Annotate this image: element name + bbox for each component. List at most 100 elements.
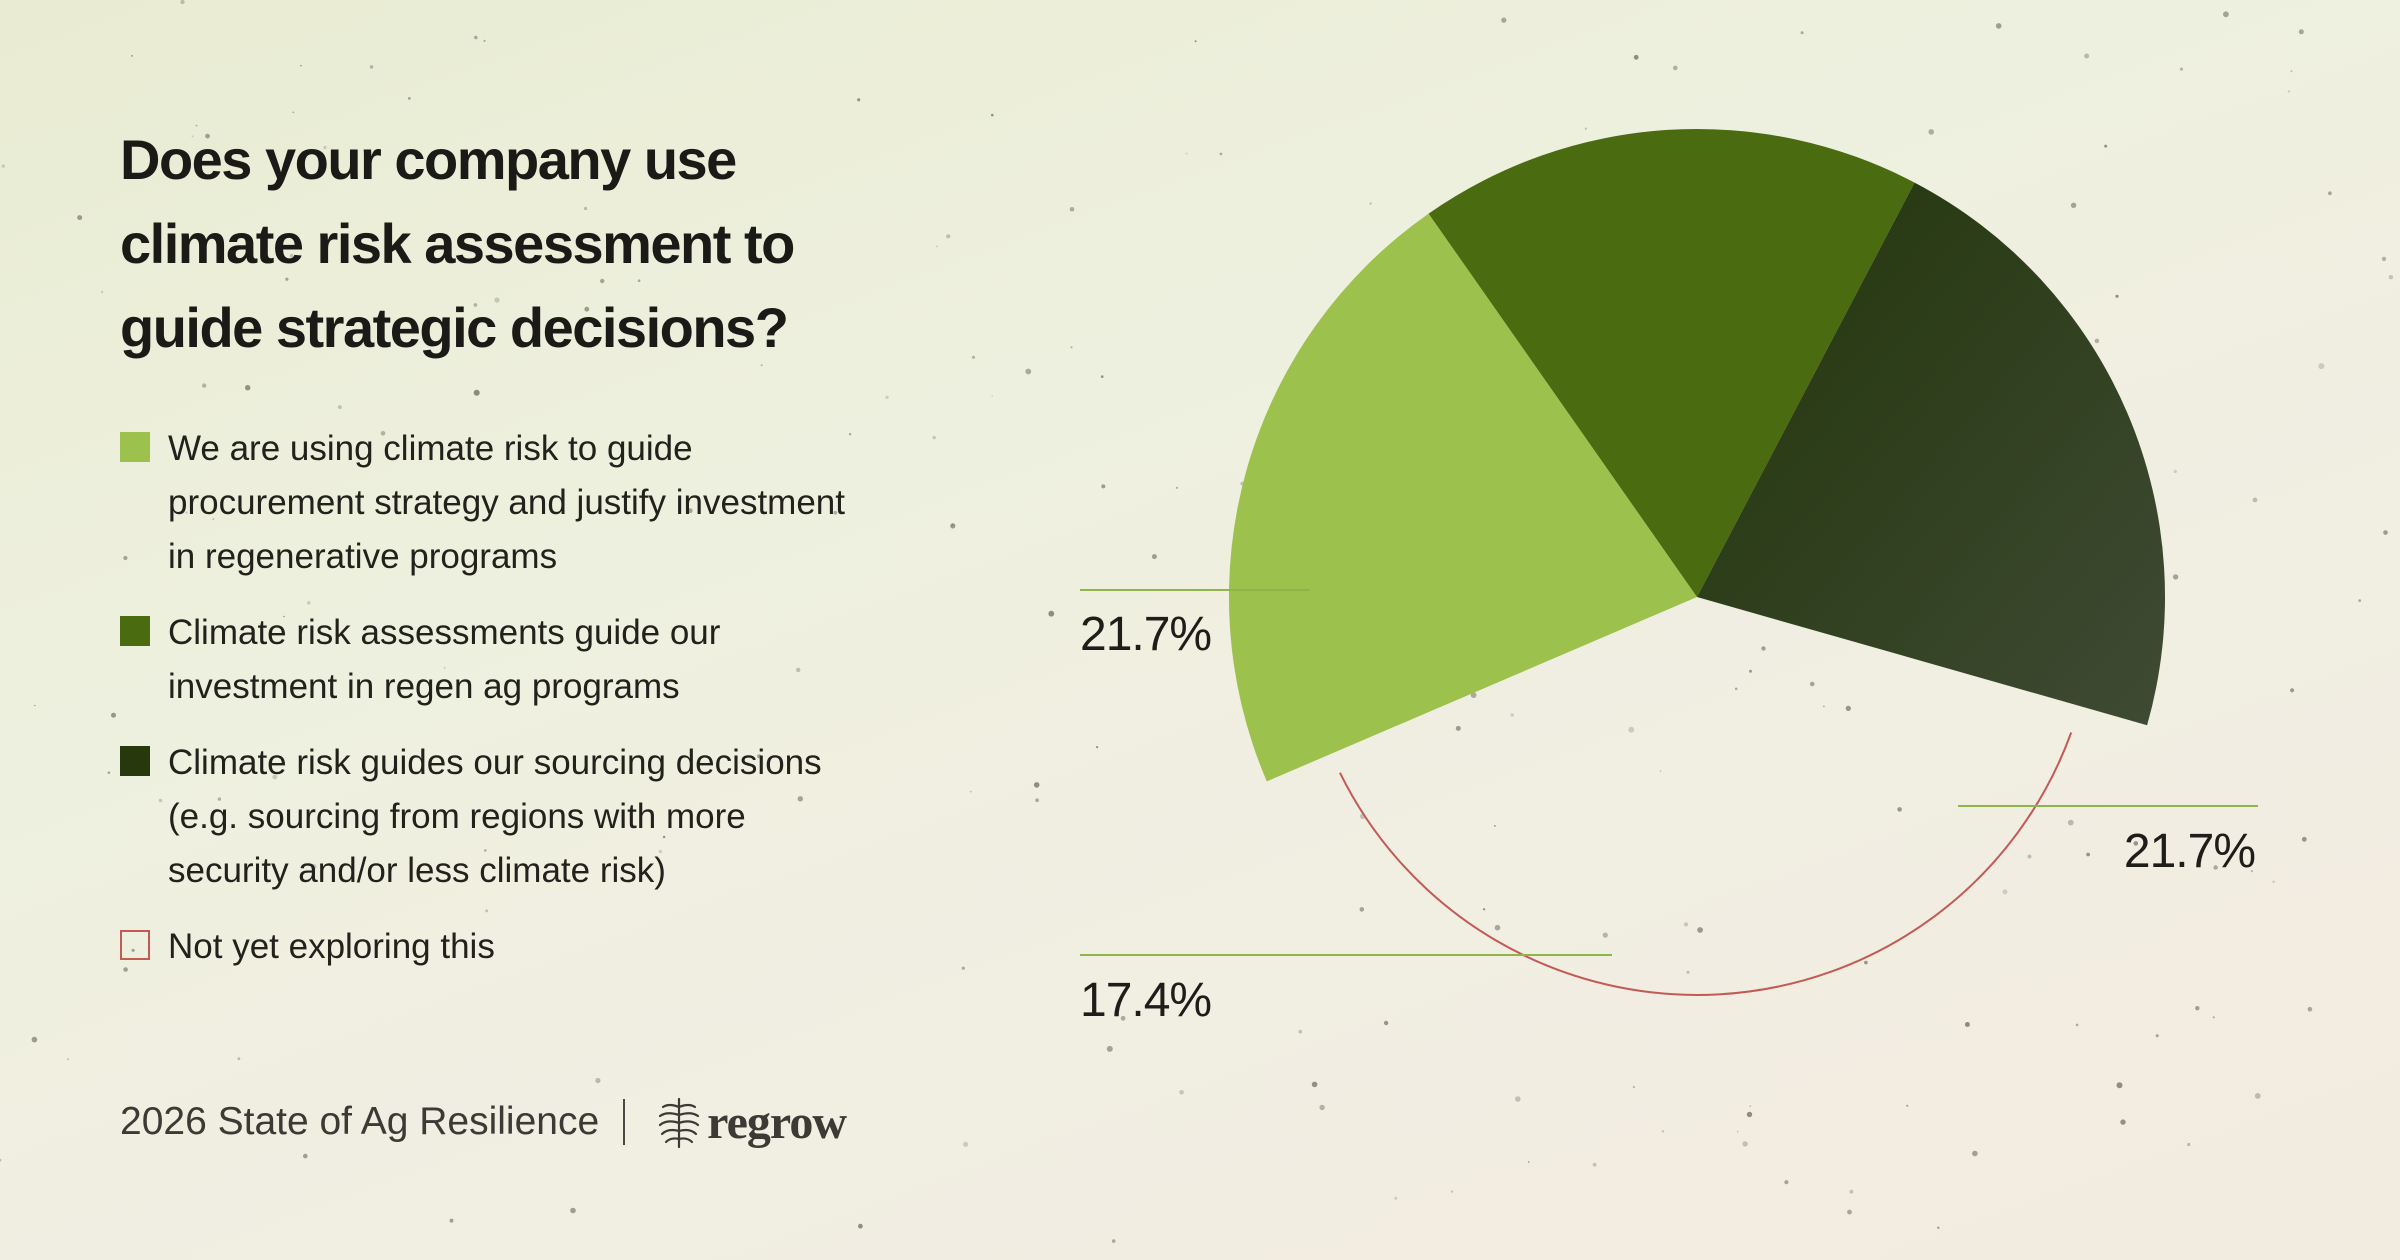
- speckle: [494, 297, 500, 303]
- speckle: [77, 215, 83, 221]
- speckle: [570, 1207, 576, 1214]
- speckle: [950, 523, 956, 529]
- speckle: [969, 790, 972, 793]
- speckle: [323, 145, 327, 150]
- legend-label: Climate risk guides our sourcing decisio…: [168, 743, 822, 890]
- speckle: [584, 206, 588, 211]
- speckle: [1906, 1104, 1909, 1107]
- page-title: Does your company use climate risk asses…: [120, 128, 795, 359]
- speckle: [1823, 705, 1825, 708]
- speckle: [1742, 1141, 1748, 1147]
- speckle: [2070, 202, 2077, 208]
- legend-label: Climate risk assessments guide our inves…: [168, 613, 721, 706]
- speckle: [123, 555, 128, 561]
- speckle: [1800, 31, 1804, 35]
- pie-slice-procurement: [1228, 213, 1697, 782]
- speckle: [1359, 907, 1365, 912]
- speckle: [991, 113, 994, 117]
- legend-item-regen-investment: Climate risk assessments guide our inves…: [120, 606, 880, 714]
- speckle: [2301, 836, 2307, 842]
- speckle: [1383, 1020, 1389, 1026]
- speckle: [1319, 1104, 1325, 1111]
- speckle: [1964, 1022, 1970, 1027]
- report-name: 2026 State of Ag Resilience: [120, 1100, 600, 1143]
- speckle: [2115, 294, 2119, 298]
- speckle: [1784, 1180, 1789, 1185]
- speckle: [1455, 725, 1461, 731]
- speckle: [2002, 889, 2008, 895]
- speckle: [1175, 486, 1179, 489]
- speckle: [205, 133, 210, 139]
- speckle: [932, 435, 936, 440]
- speckle: [1120, 1015, 1126, 1021]
- pie-slice-sourcing: [1697, 182, 2166, 726]
- footer: 2026 State of Ag Resilience regrow: [120, 1090, 847, 1154]
- speckle: [1369, 202, 1372, 205]
- speckle: [2213, 865, 2218, 870]
- speckle: [1697, 927, 1703, 933]
- speckle: [473, 303, 478, 307]
- speckle: [637, 279, 641, 283]
- speckle: [1048, 610, 1055, 617]
- speckle: [857, 98, 861, 102]
- pie-slice-regen-investment: [1428, 128, 1915, 597]
- speckle: [337, 405, 342, 409]
- speckle: [191, 135, 194, 138]
- speckle: [306, 601, 311, 605]
- speckle: [848, 433, 852, 436]
- speckle: [369, 65, 374, 69]
- value-label-sourcing: 21.7%: [2124, 825, 2255, 878]
- speckle: [2133, 841, 2139, 846]
- speckle: [283, 615, 285, 618]
- speckle: [991, 395, 993, 398]
- speckle: [1515, 1096, 1521, 1102]
- speckle: [2290, 70, 2293, 73]
- brand-logo: regrow: [657, 1095, 847, 1150]
- chart-legend: We are using climate risk to guide procu…: [120, 422, 880, 996]
- speckle: [100, 290, 104, 294]
- speckle: [31, 1036, 38, 1043]
- speckle: [202, 383, 207, 388]
- speckle: [1111, 1239, 1116, 1243]
- speckle: [2383, 530, 2388, 535]
- speckle: [1734, 687, 1738, 691]
- speckle: [2328, 191, 2332, 196]
- speckle: [1470, 692, 1477, 698]
- speckle: [2272, 880, 2275, 883]
- speckle: [185, 511, 188, 514]
- speckle: [2179, 67, 2184, 71]
- speckle: [217, 797, 222, 801]
- speckle: [1100, 375, 1104, 378]
- speckle: [2358, 599, 2362, 602]
- speckle: [484, 849, 487, 852]
- speckle: [797, 796, 803, 802]
- speckle: [272, 774, 278, 780]
- speckle: [2212, 1016, 2215, 1019]
- speckle: [833, 510, 838, 515]
- speckle: [1633, 54, 1639, 60]
- speckle: [1501, 17, 1507, 23]
- value-label-procurement: 21.7%: [1080, 608, 1211, 661]
- speckle: [1661, 1130, 1665, 1133]
- speckle: [195, 124, 198, 127]
- speckle: [1069, 207, 1075, 212]
- speckle: [584, 306, 590, 312]
- speckle: [245, 385, 251, 391]
- speckle: [449, 1218, 454, 1223]
- speckle: [2094, 338, 2100, 344]
- speckle: [2067, 819, 2074, 826]
- speckle: [1937, 1226, 1940, 1229]
- speckle: [1584, 127, 1588, 130]
- speckle: [687, 508, 693, 514]
- speckle: [380, 431, 386, 436]
- speckle: [1527, 1161, 1530, 1163]
- legend-label: Not yet exploring this: [168, 927, 495, 966]
- speckle: [662, 835, 666, 839]
- speckle: [1847, 1209, 1852, 1215]
- speckle: [936, 245, 938, 248]
- legend-swatch: [120, 432, 150, 462]
- speckle: [111, 712, 116, 718]
- speckle: [2104, 144, 2108, 148]
- speckle: [1683, 922, 1689, 927]
